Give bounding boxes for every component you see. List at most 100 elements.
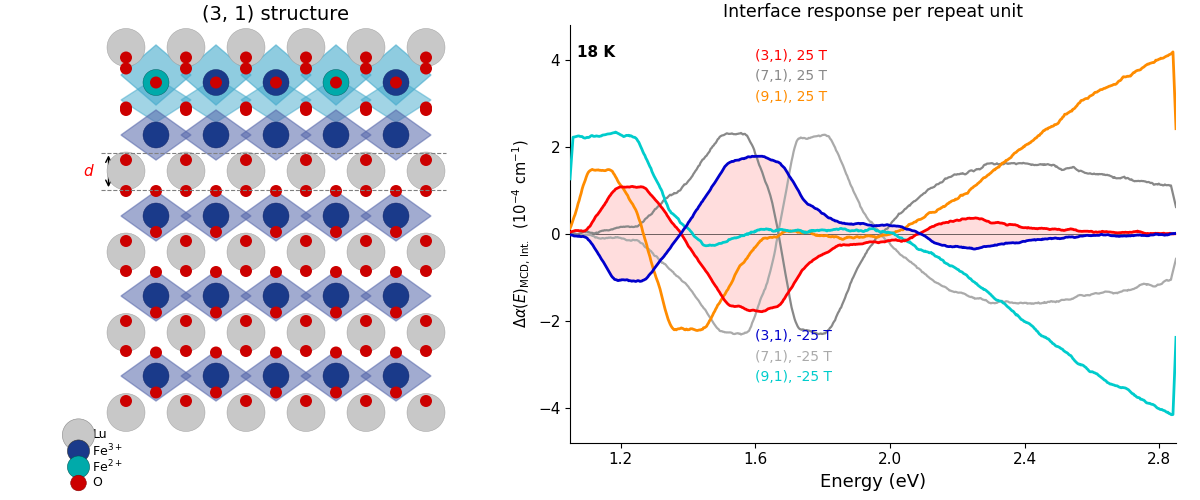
Polygon shape (361, 191, 431, 241)
Circle shape (390, 76, 402, 88)
Polygon shape (121, 351, 191, 401)
Circle shape (300, 265, 312, 277)
Polygon shape (301, 45, 371, 105)
Circle shape (323, 70, 349, 96)
Circle shape (203, 70, 229, 96)
Circle shape (167, 152, 205, 190)
Circle shape (120, 52, 132, 64)
Circle shape (240, 265, 252, 277)
Text: Fe$^{2+}$: Fe$^{2+}$ (92, 458, 124, 475)
Polygon shape (121, 191, 191, 241)
Circle shape (120, 345, 132, 357)
Circle shape (180, 315, 192, 327)
Circle shape (120, 265, 132, 277)
Circle shape (270, 306, 282, 318)
Circle shape (360, 102, 372, 114)
Polygon shape (301, 110, 371, 160)
Circle shape (150, 386, 162, 398)
Circle shape (330, 266, 342, 278)
Text: O: O (92, 476, 102, 490)
Circle shape (360, 52, 372, 64)
Circle shape (270, 76, 282, 88)
Circle shape (143, 122, 169, 148)
Circle shape (227, 28, 265, 66)
Circle shape (107, 152, 145, 190)
Circle shape (210, 226, 222, 238)
Polygon shape (121, 110, 191, 160)
Circle shape (210, 306, 222, 318)
Circle shape (263, 122, 289, 148)
Circle shape (240, 345, 252, 357)
Circle shape (390, 306, 402, 318)
Circle shape (150, 76, 162, 88)
Circle shape (67, 456, 90, 478)
Polygon shape (301, 191, 371, 241)
Text: (7,1), 25 T: (7,1), 25 T (755, 70, 827, 84)
Circle shape (240, 154, 252, 166)
Circle shape (270, 226, 282, 238)
Circle shape (180, 52, 192, 64)
Circle shape (360, 235, 372, 247)
Circle shape (347, 152, 385, 190)
Circle shape (300, 185, 312, 197)
Circle shape (227, 314, 265, 352)
Circle shape (150, 346, 162, 358)
Circle shape (240, 315, 252, 327)
Circle shape (240, 395, 252, 407)
Circle shape (120, 315, 132, 327)
Circle shape (150, 266, 162, 278)
Polygon shape (361, 271, 431, 321)
Circle shape (390, 346, 402, 358)
Circle shape (143, 70, 169, 96)
Circle shape (71, 475, 86, 491)
Circle shape (150, 185, 162, 197)
Circle shape (180, 395, 192, 407)
Circle shape (300, 102, 312, 114)
Circle shape (420, 102, 432, 114)
Circle shape (407, 152, 445, 190)
Text: 18 K: 18 K (577, 44, 614, 60)
Circle shape (107, 233, 145, 271)
Circle shape (360, 185, 372, 197)
Y-axis label: $\Delta\alpha(E)_\mathrm{MCD,\,Int.}$  (10$^{-4}$ cm$^{-1}$): $\Delta\alpha(E)_\mathrm{MCD,\,Int.}$ (1… (510, 140, 533, 328)
Circle shape (360, 395, 372, 407)
Circle shape (210, 185, 222, 197)
Circle shape (360, 104, 372, 116)
Circle shape (167, 28, 205, 66)
Polygon shape (241, 271, 311, 321)
Circle shape (180, 154, 192, 166)
Polygon shape (181, 78, 251, 122)
Circle shape (390, 266, 402, 278)
Circle shape (167, 233, 205, 271)
Circle shape (263, 203, 289, 229)
Circle shape (287, 314, 325, 352)
Circle shape (270, 266, 282, 278)
Circle shape (167, 394, 205, 432)
Polygon shape (241, 351, 311, 401)
Circle shape (240, 102, 252, 114)
Circle shape (143, 363, 169, 389)
Polygon shape (121, 271, 191, 321)
Circle shape (390, 185, 402, 197)
Text: (3,1), -25 T: (3,1), -25 T (755, 330, 832, 344)
Circle shape (210, 386, 222, 398)
Circle shape (240, 185, 252, 197)
Circle shape (420, 395, 432, 407)
Circle shape (390, 386, 402, 398)
Circle shape (287, 28, 325, 66)
Circle shape (167, 314, 205, 352)
Circle shape (210, 346, 222, 358)
Text: Lu: Lu (92, 428, 107, 442)
Polygon shape (181, 351, 251, 401)
Circle shape (120, 62, 132, 74)
Polygon shape (121, 45, 191, 105)
Circle shape (383, 283, 409, 309)
Circle shape (383, 203, 409, 229)
Circle shape (180, 62, 192, 74)
Circle shape (407, 28, 445, 66)
Circle shape (143, 283, 169, 309)
Circle shape (300, 395, 312, 407)
Circle shape (143, 203, 169, 229)
Polygon shape (361, 110, 431, 160)
Circle shape (407, 314, 445, 352)
